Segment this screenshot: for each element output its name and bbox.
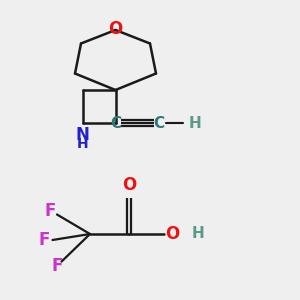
Text: F: F	[39, 231, 50, 249]
Text: F: F	[45, 202, 56, 220]
Text: C: C	[153, 116, 165, 130]
Text: H: H	[192, 226, 205, 242]
Text: O: O	[165, 225, 179, 243]
Text: F: F	[51, 257, 63, 275]
Text: H: H	[77, 137, 88, 151]
Text: O: O	[108, 20, 123, 38]
Text: H: H	[188, 116, 201, 130]
Text: O: O	[122, 176, 136, 194]
Text: C: C	[110, 116, 121, 130]
Text: N: N	[76, 126, 89, 144]
